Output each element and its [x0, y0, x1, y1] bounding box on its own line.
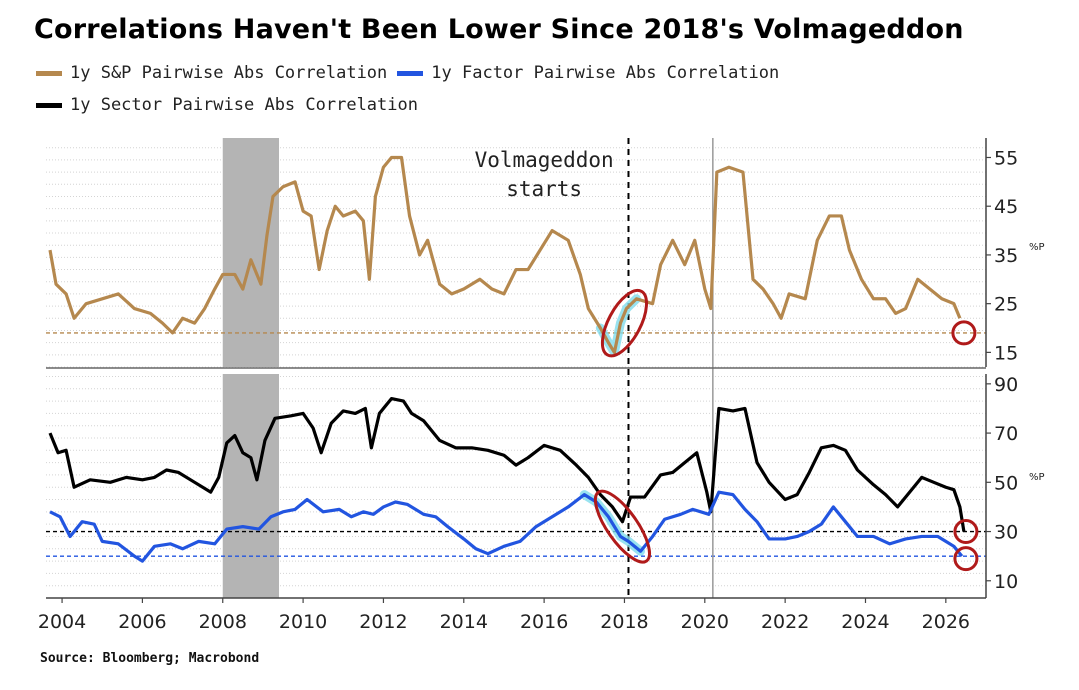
legend-item-factor: 1y Factor Pairwise Abs Correlation: [397, 63, 779, 83]
bottom-2018-circle: [593, 489, 651, 564]
legend-item-sp: 1y S&P Pairwise Abs Correlation: [36, 63, 387, 83]
factor-latest-circle: [953, 546, 979, 572]
top-y-tick-label: 25: [994, 294, 1018, 316]
x-tick-label: 2010: [279, 611, 327, 633]
legend-row-2: 1y Sector Pairwise Abs Correlation: [36, 95, 428, 115]
x-tick-label: 2004: [38, 611, 86, 633]
legend-row-1: 1y S&P Pairwise Abs Correlation 1y Facto…: [36, 63, 789, 83]
top-y-tick-label: 55: [994, 147, 1018, 169]
bottom-y-tick-label: 70: [994, 423, 1018, 445]
series-line-sp-pairwise: [48, 155, 962, 354]
x-tick-label: 2014: [440, 611, 488, 633]
x-tick-label: 2018: [600, 611, 648, 633]
bottom-y-tick-label: 90: [994, 374, 1018, 396]
sp-latest-circle: [951, 320, 977, 346]
annotation-circles: [593, 288, 979, 572]
recession-shading: [222, 138, 279, 598]
source-note: Source: Bloomberg; Macrobond: [40, 651, 260, 666]
series-lines: [48, 155, 966, 563]
x-tick-label: 2024: [841, 611, 889, 633]
tick-labels: 15 25 35 45 55 10 30 50 70 90 %P %P 2004 2006 2008 2010…: [38, 147, 1045, 633]
bottom-panel-gridlines: [46, 375, 986, 599]
x-tick-label: 2012: [359, 611, 407, 633]
legend-swatch-sp: [36, 70, 62, 76]
legend-item-sector: 1y Sector Pairwise Abs Correlation: [36, 95, 418, 115]
x-tick-label: 2026: [922, 611, 970, 633]
top-y-tick-label: 45: [994, 196, 1018, 218]
chart-title: Correlations Haven't Been Lower Since 20…: [34, 14, 964, 45]
volmageddon-annotation-line1: Volmageddon: [475, 148, 614, 172]
volmageddon-annotation-line2: starts: [506, 177, 582, 201]
sector-latest-circle: [953, 519, 979, 545]
recession-band-bottom: [222, 374, 279, 598]
x-tick-label: 2006: [118, 611, 166, 633]
bottom-y-tick-label: 30: [994, 522, 1018, 544]
sp-2018-circle: [600, 288, 648, 358]
legend-label-factor: 1y Factor Pairwise Abs Correlation: [431, 63, 780, 83]
top-y-tick-label: 15: [994, 342, 1018, 364]
bottom-y-tick-label: 10: [994, 571, 1018, 593]
legend-label-sp: 1y S&P Pairwise Abs Correlation: [70, 63, 388, 83]
legend-swatch-factor: [397, 70, 424, 76]
legend-label-sector: 1y Sector Pairwise Abs Correlation: [70, 95, 418, 115]
x-tick-label: 2016: [520, 611, 568, 633]
bottom-y-tick-label: 50: [994, 472, 1018, 494]
top-y-tick-label: 35: [994, 245, 1018, 267]
bottom-unit-label: %P: [1029, 472, 1045, 483]
top-unit-label: %P: [1029, 242, 1045, 253]
recession-band-top: [222, 138, 279, 367]
top-panel-gridlines: [46, 147, 986, 368]
series-line-sector-pairwise: [48, 397, 966, 532]
series-line-factor-pairwise: [49, 490, 964, 563]
axes: [46, 138, 991, 603]
x-tick-label: 2020: [681, 611, 729, 633]
x-tick-label: 2008: [199, 611, 247, 633]
legend-swatch-sector: [36, 102, 62, 108]
x-tick-label: 2022: [761, 611, 809, 633]
reference-lines: [46, 332, 986, 557]
